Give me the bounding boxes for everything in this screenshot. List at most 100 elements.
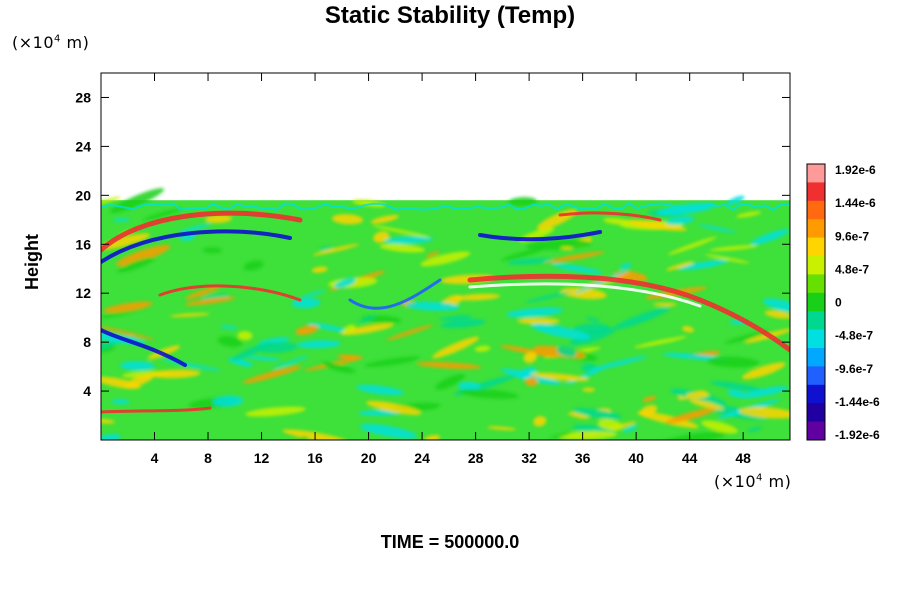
y-unit-prefix: (×10 — [12, 33, 55, 52]
x-tick-label: 44 — [682, 450, 698, 466]
y-tick-label: 28 — [75, 89, 91, 105]
field-blob — [370, 215, 400, 224]
colorbar-label: -1.92e-6 — [835, 428, 880, 442]
colorbar: 1.92e-6 1.44e-6 9.6e-7 4.8e-7 0 -4.8e-7 -9.6e-… — [806, 163, 880, 442]
field-filament — [468, 282, 702, 308]
field-blob — [352, 199, 387, 208]
field-blob — [364, 356, 420, 367]
colorbar-frame — [806, 163, 826, 441]
field-blob — [697, 224, 737, 233]
field-blob — [294, 436, 309, 440]
field-blob — [177, 223, 212, 233]
colorbar-segment — [807, 274, 825, 294]
field-blob — [740, 386, 789, 399]
field-blob — [440, 318, 486, 329]
field-blob — [425, 251, 440, 258]
colorbar-label: 1.44e-6 — [835, 196, 876, 210]
field-blob — [424, 434, 441, 440]
colorbar-segment — [807, 329, 825, 349]
field-blob — [642, 395, 657, 403]
field-filament — [467, 273, 790, 353]
field-filament — [101, 210, 303, 253]
field-blob — [312, 243, 360, 256]
colorbar-segment — [807, 292, 825, 312]
field-blob — [432, 336, 480, 359]
field-blob — [358, 314, 377, 323]
field-blob — [524, 376, 538, 387]
field-blob — [219, 325, 238, 330]
field-blob — [296, 340, 341, 349]
field-blob — [150, 369, 201, 379]
field-blob — [701, 420, 738, 434]
field-blob — [184, 296, 236, 306]
field-blob — [569, 327, 616, 346]
colorbar-segment — [807, 366, 825, 386]
colorbar-label: -4.8e-7 — [835, 329, 873, 343]
field-blob — [147, 345, 181, 360]
field-blob — [103, 301, 153, 313]
y-tick-label: 20 — [75, 187, 91, 203]
field-blob — [272, 355, 309, 369]
field-blob — [499, 345, 557, 358]
field-blob — [588, 355, 648, 372]
field-blob — [525, 239, 592, 251]
field-blob — [560, 246, 574, 251]
field-blob — [203, 247, 222, 254]
field-blob — [665, 216, 695, 226]
y-tick-label: 4 — [83, 383, 91, 399]
x-tick-label: 16 — [307, 450, 323, 466]
field-blob — [311, 266, 328, 273]
field-blob — [556, 345, 577, 358]
field-blob — [502, 247, 545, 261]
x-axis-unit: (×104 m) — [714, 472, 791, 491]
x-tick-label: 20 — [361, 450, 377, 466]
field-blob — [517, 317, 560, 325]
field-blob — [184, 286, 221, 300]
y-axis-unit: (×104 m) — [12, 33, 89, 52]
field-blob — [533, 416, 547, 427]
field-blob — [613, 307, 671, 330]
field-blob — [633, 336, 687, 348]
field-blob — [243, 260, 264, 271]
field-blob — [623, 425, 638, 433]
field-blob — [586, 317, 600, 323]
colorbar-label: 0 — [835, 296, 842, 310]
colorbar-segment — [807, 219, 825, 239]
field-blob — [435, 374, 465, 390]
field-blob — [111, 399, 130, 405]
colorbar-label: -1.44e-6 — [835, 395, 880, 409]
field-blob — [142, 208, 183, 221]
field-blob — [572, 408, 622, 420]
field-blob — [438, 315, 473, 321]
field-blob — [404, 301, 460, 311]
field-blob — [682, 326, 695, 333]
field-blob — [750, 229, 790, 245]
field-blob — [685, 391, 710, 400]
field-blob — [666, 261, 694, 271]
colorbar-segment — [807, 200, 825, 220]
field-blob — [662, 431, 727, 440]
field-blob — [343, 324, 356, 334]
colorbar-label: 9.6e-7 — [835, 229, 869, 243]
field-blob — [704, 254, 750, 264]
field-blob — [204, 214, 233, 224]
field-blob — [366, 400, 422, 415]
time-label: TIME = 500000.0 — [380, 532, 520, 552]
x-unit-exponent: 4 — [756, 472, 763, 484]
field-blob — [359, 423, 417, 439]
field-blob — [212, 395, 244, 407]
field-blob — [231, 341, 272, 361]
field-blob — [738, 407, 790, 419]
y-tick-label: 12 — [75, 285, 91, 301]
field-blob — [665, 407, 717, 424]
field-blob — [747, 426, 762, 432]
field-blob — [560, 287, 607, 300]
field-blob — [530, 372, 590, 382]
field-filament — [158, 284, 302, 302]
field-filament — [478, 230, 602, 242]
field-filament — [348, 278, 442, 310]
x-tick-label: 4 — [151, 450, 159, 466]
x-unit-suffix: m) — [762, 472, 792, 491]
field-blob — [101, 325, 156, 340]
field-blob — [724, 330, 771, 344]
